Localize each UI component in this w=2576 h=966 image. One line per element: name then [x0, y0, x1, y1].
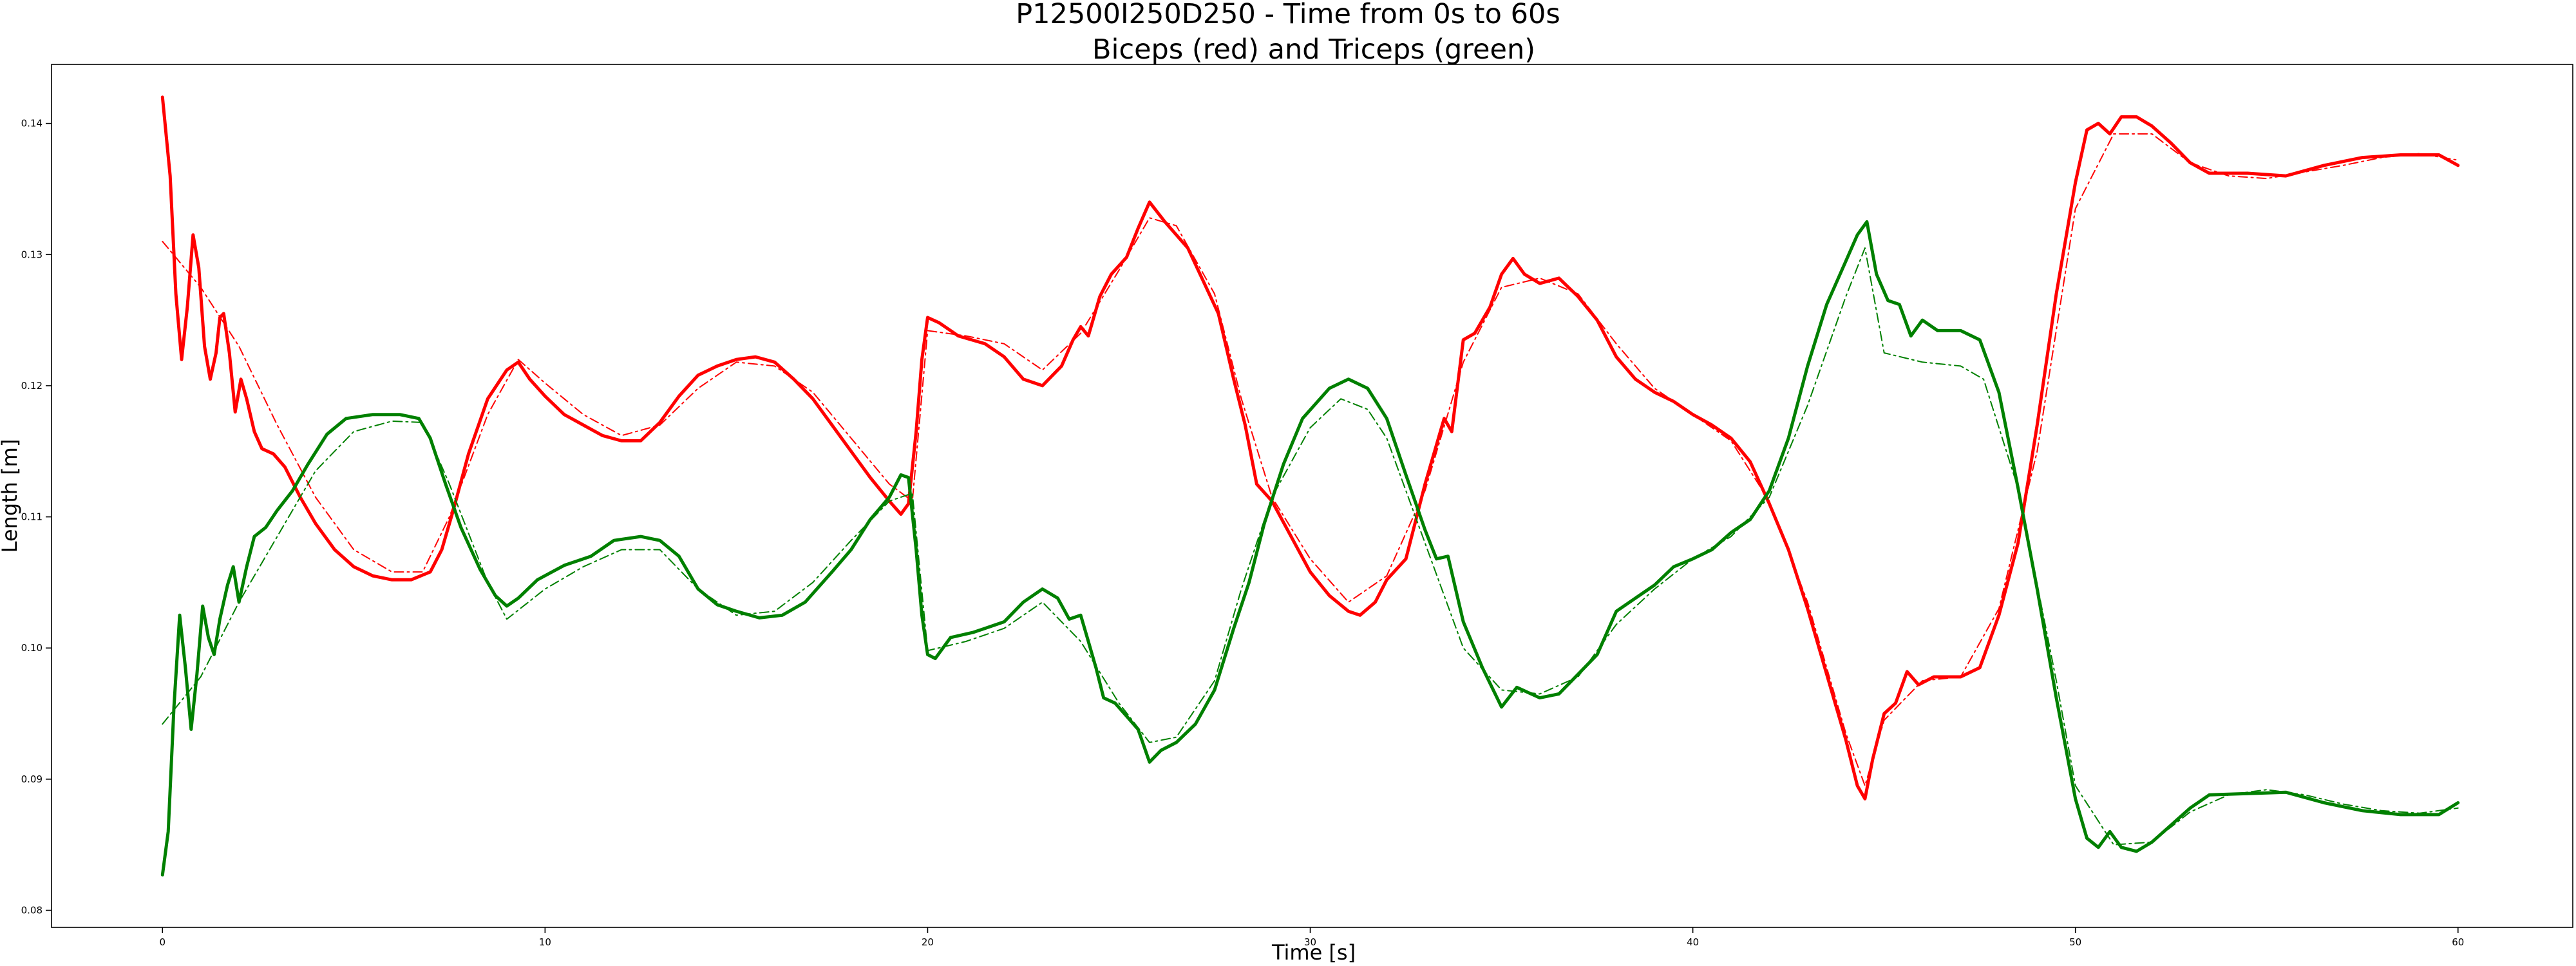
x-tick-label: 20 — [922, 936, 934, 948]
y-tick-label: 0.08 — [21, 905, 43, 916]
chart-subtitle: Biceps (red) and Triceps (green) — [1092, 33, 1535, 66]
series-line-1 — [160, 95, 2460, 800]
x-axis-label: Time [s] — [1271, 940, 1356, 965]
x-tick-label: 60 — [2452, 936, 2464, 948]
x-tick-label: 10 — [539, 936, 551, 948]
y-tick-label: 0.12 — [21, 380, 43, 392]
y-tick-label: 0.14 — [21, 118, 43, 129]
x-tick-label: 30 — [1304, 936, 1316, 948]
y-axis-label: Length [m] — [0, 439, 22, 553]
tick-layer: 0 10 20 30 40 50 60 0.08 0.09 0.10 0.11 0.12 0.13 0.1… — [21, 118, 2465, 948]
y-tick-label: 0.11 — [21, 511, 43, 523]
series-line-2 — [162, 133, 2459, 787]
y-tick-label: 0.10 — [21, 642, 43, 654]
plot-area-frame — [51, 64, 2573, 928]
x-tick-label: 50 — [2069, 936, 2081, 948]
x-tick-label: 0 — [160, 936, 166, 948]
x-tick-label: 40 — [1687, 936, 1699, 948]
series-line-3 — [160, 220, 2460, 876]
y-tick-label: 0.13 — [21, 249, 43, 260]
y-tick-label: 0.09 — [21, 773, 43, 785]
series-line-4 — [162, 247, 2459, 846]
series-layer — [160, 95, 2460, 876]
chart-title: P12500I250D250 - Time from 0s to 60s — [1016, 0, 1560, 30]
